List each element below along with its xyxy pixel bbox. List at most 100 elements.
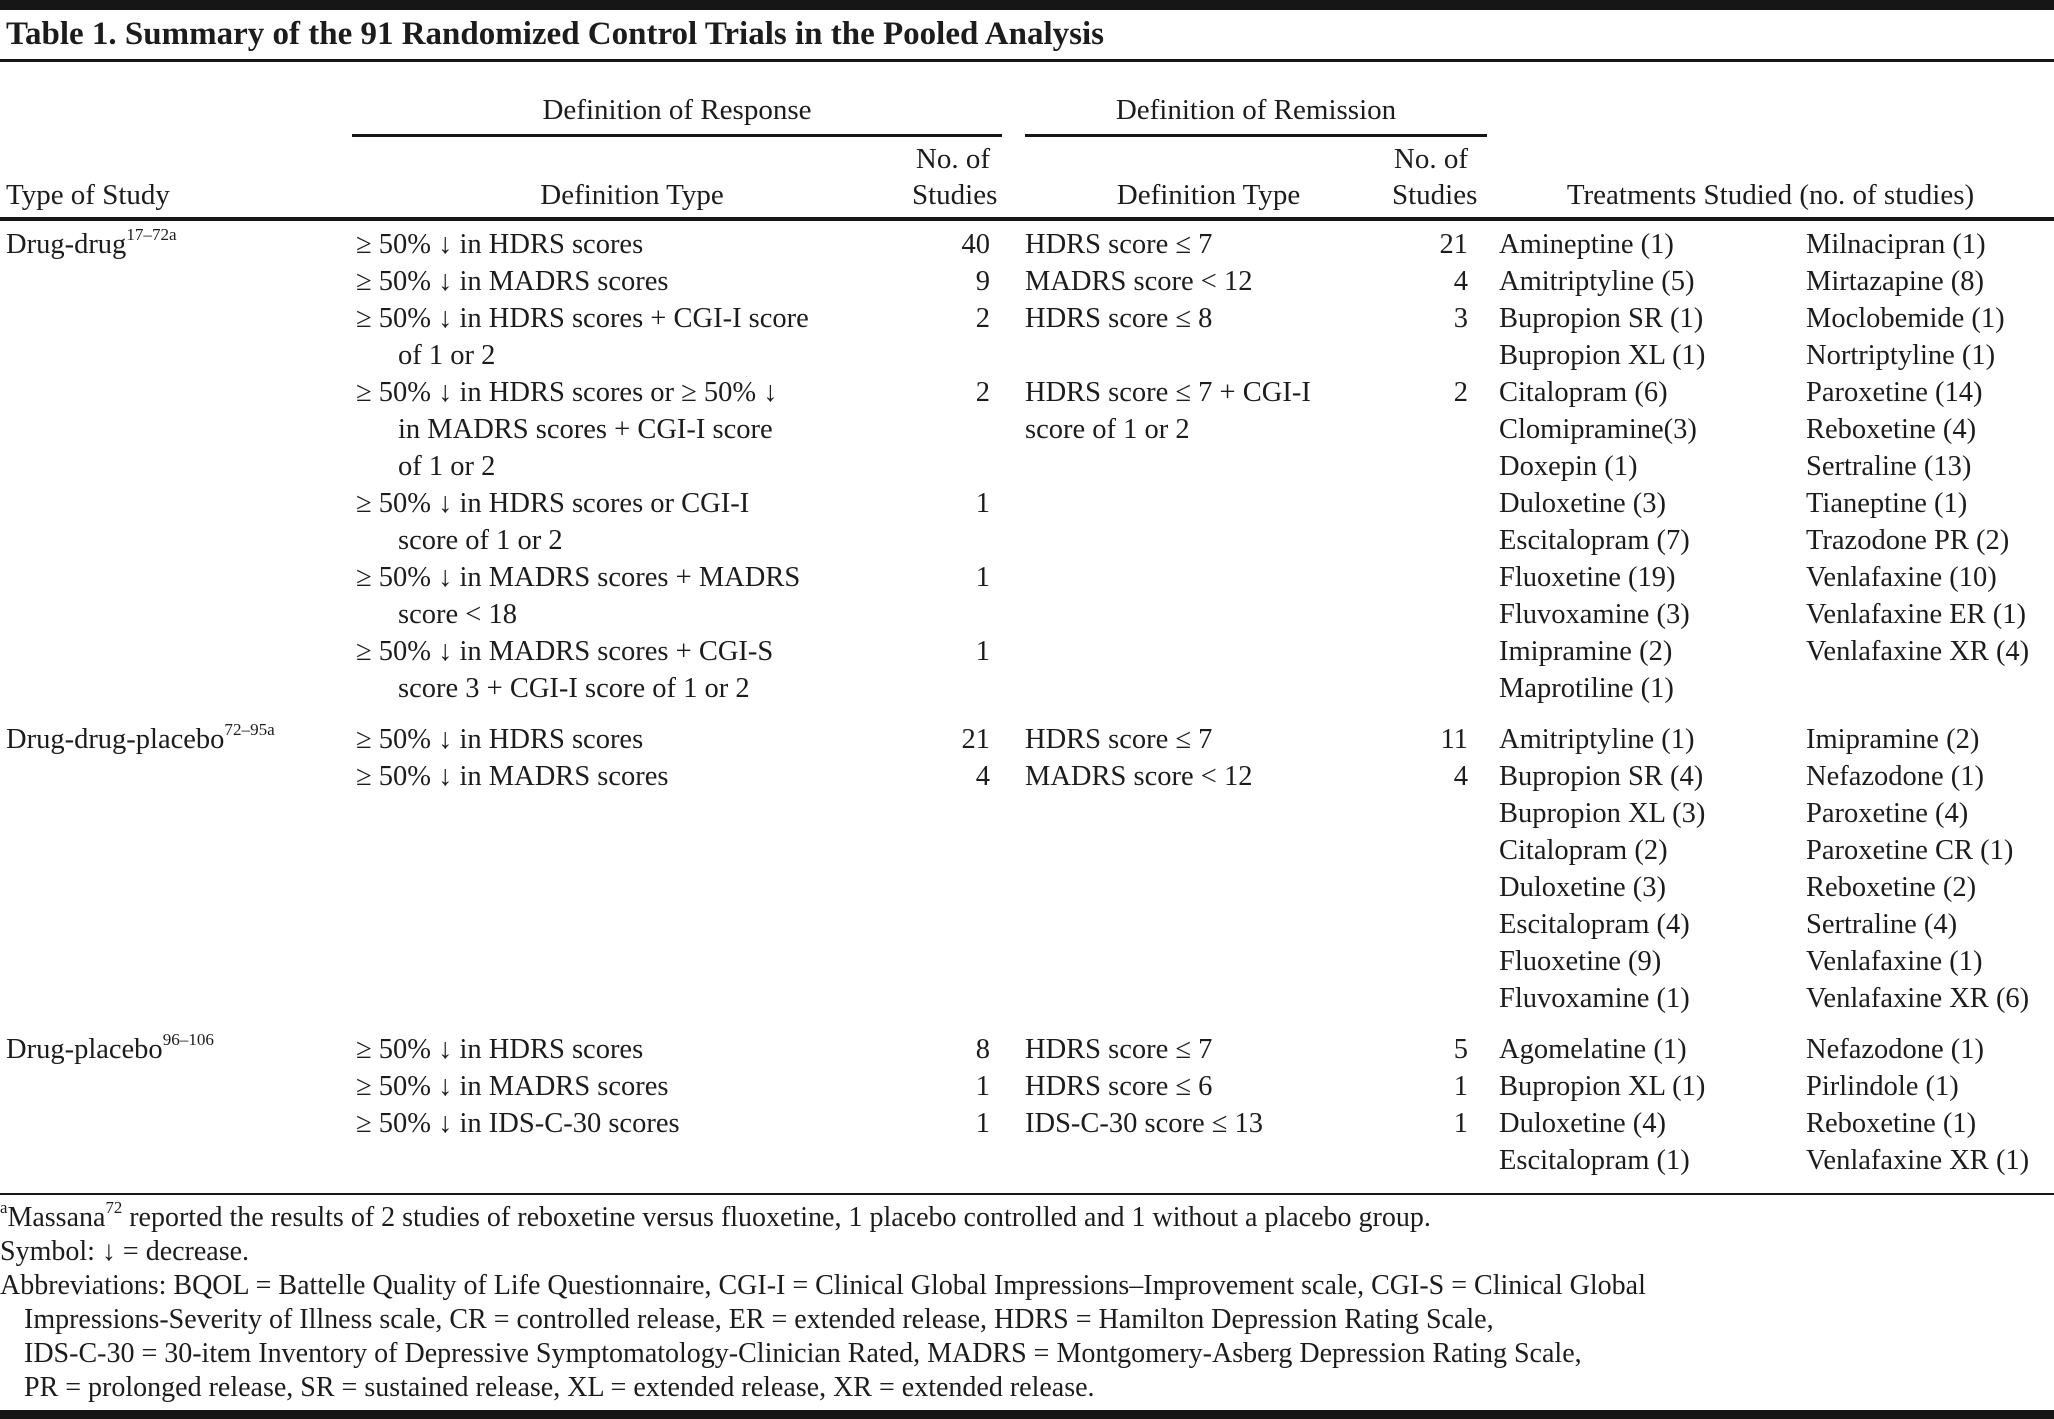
cell-line: [6, 943, 352, 980]
cell-line: ≥ 50% ↓ in MADRS scores: [356, 761, 669, 792]
table-column-c4: HDRS score ≤ 7 MADRS score < 12 HDRS score…: [1002, 226, 1392, 707]
cell-line: [1025, 485, 1392, 522]
cell-line: Venlafaxine XR (4): [1806, 636, 2030, 667]
cell-line: Amitriptyline (5): [1499, 266, 1695, 297]
cell-line: Bupropion XL (3): [1499, 798, 1706, 829]
cell-line: [6, 448, 352, 485]
cell-line: Paroxetine (4): [1806, 798, 1969, 829]
footnote-abbreviations-line: Abbreviations: BQOL = Battelle Quality o…: [0, 1270, 1646, 1301]
table-column-c1: Drug-drug-placebo72–95a: [0, 721, 352, 1017]
cell-line: Bupropion SR (4): [1499, 761, 1704, 792]
reference-range: 72–95a: [224, 719, 275, 739]
table-column-c3: 21 4: [912, 721, 1002, 1017]
cell-line: 21: [961, 724, 991, 755]
cell-line: [1392, 795, 1468, 832]
cell-line: 9: [975, 266, 990, 297]
cell-line: [912, 1142, 990, 1179]
cell-line: Nortriptyline (1): [1806, 340, 1996, 371]
cell-line: HDRS score ≤ 7: [1025, 1034, 1213, 1065]
cell-line: [912, 943, 990, 980]
cell-line: Bupropion XL (1): [1499, 1071, 1706, 1102]
cell-line: Duloxetine (4): [1499, 1108, 1666, 1139]
cell-line: score of 1 or 2: [1025, 414, 1190, 445]
table-header: Definition of Response Definition of Rem…: [0, 62, 2054, 221]
cell-line: [912, 795, 990, 832]
cell-line: [912, 670, 990, 707]
cell-line: 1: [1453, 1071, 1468, 1102]
cell-line: Imipramine (2): [1806, 724, 1980, 755]
cell-line: Sertraline (13): [1806, 451, 1972, 482]
cell-line: 4: [1453, 761, 1468, 792]
cell-line: [1392, 337, 1468, 374]
cell-line: Fluoxetine (9): [1499, 946, 1662, 977]
cell-line: Paroxetine (14): [1806, 377, 1983, 408]
cell-line: [1025, 559, 1392, 596]
table-column-c1: Drug-drug17–72a: [0, 226, 352, 707]
cell-line: of 1 or 2: [398, 340, 496, 371]
cell-line: Venlafaxine (1): [1806, 946, 1983, 977]
cell-line: HDRS score ≤ 8: [1025, 303, 1213, 334]
cell-line: [356, 832, 912, 869]
table-column-c4: HDRS score ≤ 7 MADRS score < 12: [1002, 721, 1392, 1017]
study-type-label: Drug-drug17–72a: [6, 224, 177, 260]
cell-line: 5: [1453, 1034, 1468, 1065]
cell-line: 40: [961, 229, 991, 260]
reference-range: 17–72a: [126, 224, 177, 244]
cell-line: IDS-C-30 score ≤ 13: [1025, 1108, 1264, 1139]
cell-line: Nefazodone (1): [1806, 761, 1985, 792]
cell-line: 1: [975, 562, 990, 593]
table-section: Drug-drug-placebo72–95a ≥ 50% ↓ in HDRS …: [0, 721, 2054, 1017]
cell-line: MADRS score < 12: [1025, 266, 1253, 297]
cell-line: ≥ 50% ↓ in HDRS scores or CGI-I: [356, 488, 750, 519]
cell-line: [1025, 795, 1392, 832]
table-section: Drug-drug17–72a ≥ 50% ↓ in HDRS scores ≥ …: [0, 226, 2054, 707]
reference-number: 72: [105, 1198, 123, 1218]
cell-line: [1025, 943, 1392, 980]
cell-line: [1025, 522, 1392, 559]
cell-line: [912, 337, 990, 374]
cell-line: ≥ 50% ↓ in HDRS scores: [356, 724, 644, 755]
cell-line: [6, 1105, 352, 1142]
cell-line: [1392, 869, 1468, 906]
cell-line: 2: [975, 303, 990, 334]
cell-line: [1025, 832, 1392, 869]
cell-line: Reboxetine (4): [1806, 414, 1977, 445]
top-rule: [0, 0, 2054, 10]
cell-line: Duloxetine (3): [1499, 872, 1666, 903]
table-body: Drug-drug17–72a ≥ 50% ↓ in HDRS scores ≥ …: [0, 226, 2054, 1179]
cell-line: [356, 869, 912, 906]
cell-line: [1392, 448, 1468, 485]
table-column-c4: HDRS score ≤ 7 HDRS score ≤ 6 IDS-C-30 sco…: [1002, 1031, 1392, 1179]
cell-line: [6, 906, 352, 943]
cell-line: [912, 522, 990, 559]
study-type-label: Drug-placebo96–106: [6, 1029, 214, 1065]
cell-line: [912, 832, 990, 869]
table-column-c7: Milnacipran (1) Mirtazapine (8) Moclobemid…: [1802, 226, 2054, 707]
cell-line: 2: [1453, 377, 1468, 408]
cell-line: Reboxetine (1): [1806, 1108, 1977, 1139]
cell-line: 1: [975, 636, 990, 667]
cell-line: Escitalopram (7): [1499, 525, 1690, 556]
header-labels-row: Type of Study Definition Type No. of Stu…: [0, 137, 2054, 221]
cell-line: [912, 869, 990, 906]
cell-line: [6, 670, 352, 707]
cell-line: Imipramine (2): [1499, 636, 1673, 667]
cell-line: Sertraline (4): [1806, 909, 1958, 940]
cell-line: ≥ 50% ↓ in HDRS scores: [356, 1034, 644, 1065]
cell-line: Citalopram (2): [1499, 835, 1668, 866]
cell-line: 1: [975, 1108, 990, 1139]
cell-line: [912, 980, 990, 1017]
cell-line: [1025, 906, 1392, 943]
cell-line: Venlafaxine XR (1): [1806, 1145, 2030, 1176]
cell-line: [6, 485, 352, 522]
cell-line: [356, 906, 912, 943]
cell-line: HDRS score ≤ 6: [1025, 1071, 1213, 1102]
cell-line: score < 18: [398, 599, 517, 630]
cell-line: ≥ 50% ↓ in MADRS scores: [356, 266, 669, 297]
footnote-marker: a: [0, 1198, 8, 1218]
header-spanner-row: Definition of Response Definition of Rem…: [0, 92, 2054, 137]
cell-line: ≥ 50% ↓ in HDRS scores: [356, 229, 644, 260]
cell-line: [1392, 633, 1468, 670]
cell-line: [1392, 522, 1468, 559]
